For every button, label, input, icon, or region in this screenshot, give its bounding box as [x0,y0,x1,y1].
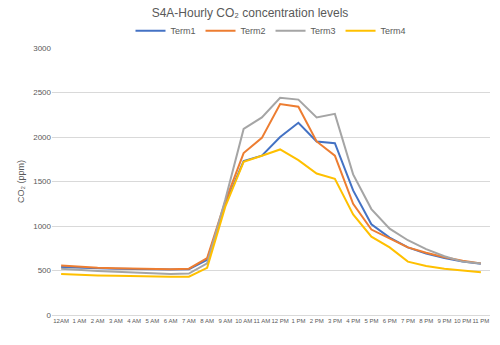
svg-text:2 AM: 2 AM [91,318,105,324]
svg-text:3 AM: 3 AM [109,318,123,324]
svg-text:12AM: 12AM [53,318,69,324]
svg-text:2000: 2000 [33,133,51,142]
svg-text:7 AM: 7 AM [182,318,196,324]
svg-text:11 PM: 11 PM [472,318,489,324]
svg-text:1 PM: 1 PM [291,318,305,324]
svg-text:S4A-Hourly CO₂ concentration l: S4A-Hourly CO₂ concentration levels [152,6,349,20]
svg-text:7 PM: 7 PM [401,318,415,324]
svg-text:6 AM: 6 AM [164,318,178,324]
svg-text:3000: 3000 [33,44,51,53]
svg-text:1000: 1000 [33,222,51,231]
svg-text:Term2: Term2 [241,26,266,36]
svg-text:10 PM: 10 PM [454,318,471,324]
svg-text:5 AM: 5 AM [146,318,160,324]
svg-text:11 AM: 11 AM [254,318,271,324]
svg-text:5 PM: 5 PM [364,318,378,324]
svg-text:1500: 1500 [33,177,51,186]
svg-text:Term1: Term1 [171,26,196,36]
svg-text:Term4: Term4 [381,26,406,36]
svg-text:8 AM: 8 AM [200,318,214,324]
svg-text:CO₂ (ppm): CO₂ (ppm) [16,160,26,203]
svg-text:0: 0 [47,311,52,320]
svg-text:2 PM: 2 PM [310,318,324,324]
svg-text:10 AM: 10 AM [235,318,252,324]
svg-text:2500: 2500 [33,88,51,97]
svg-text:3 PM: 3 PM [328,318,342,324]
svg-text:Term3: Term3 [311,26,336,36]
svg-text:1 AM: 1 AM [73,318,87,324]
svg-text:6 PM: 6 PM [383,318,397,324]
svg-text:4 AM: 4 AM [127,318,141,324]
svg-text:4 PM: 4 PM [346,318,360,324]
svg-text:8 PM: 8 PM [419,318,433,324]
svg-text:500: 500 [38,266,52,275]
svg-text:12 PM: 12 PM [271,318,288,324]
svg-text:9 AM: 9 AM [219,318,233,324]
svg-text:9 PM: 9 PM [437,318,451,324]
